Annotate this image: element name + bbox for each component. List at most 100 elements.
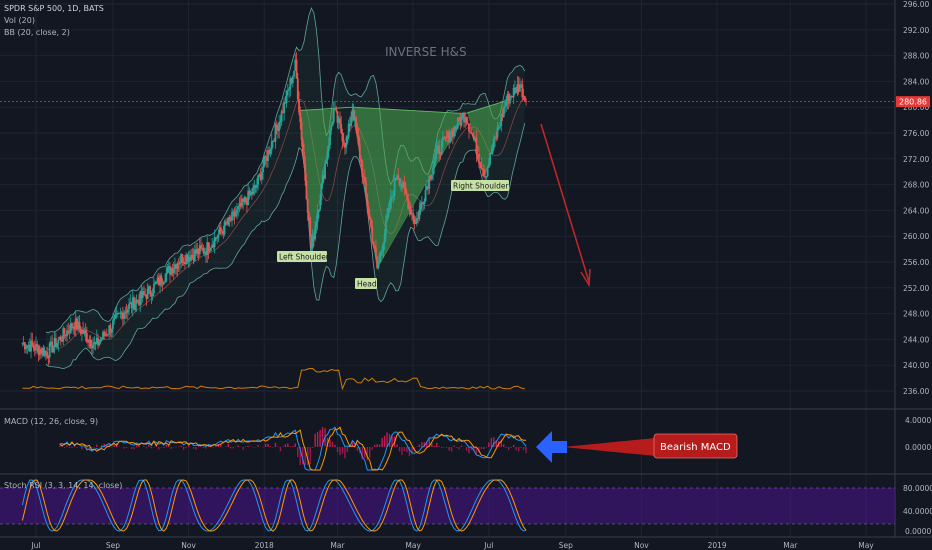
candle-body: [221, 231, 223, 233]
candle-body: [489, 152, 491, 165]
stoch-rsi-lines: [21, 479, 527, 532]
candle-body: [130, 302, 133, 309]
macd-histogram-bar: [525, 447, 527, 454]
candle-body: [346, 136, 349, 143]
candle-body: [249, 192, 252, 196]
candle-body: [208, 250, 211, 253]
candle-body: [269, 149, 272, 154]
macd-panel: [58, 426, 527, 471]
candle-body: [363, 176, 366, 182]
candle-body: [275, 124, 278, 128]
stoch-tick-0: 0.0000: [905, 527, 931, 536]
candle-body: [77, 321, 80, 330]
candle-body: [473, 136, 475, 141]
macd-histogram-bar: [450, 447, 453, 452]
candle-body: [397, 175, 400, 179]
candle-body: [305, 180, 308, 200]
candle-body: [85, 333, 88, 342]
candle-body: [41, 347, 44, 354]
candle-body: [464, 117, 467, 123]
candle-body: [439, 153, 442, 155]
candle-body: [169, 265, 171, 275]
volume-indicator-label[interactable]: Vol (20): [4, 16, 35, 25]
candle-body: [211, 244, 214, 248]
macd-histogram-bar: [512, 444, 515, 447]
candle-body: [465, 117, 468, 123]
macd-indicator-label[interactable]: MACD (12, 26, close, 9): [4, 417, 98, 426]
candle-body: [422, 202, 424, 205]
macd-histogram-bar: [445, 447, 448, 448]
candle-body: [143, 291, 145, 295]
time-axis[interactable]: Jul Sep Nov 2018 Mar May Jul Sep Nov 2019 Mar May: [30, 541, 874, 550]
candle-body: [495, 137, 498, 139]
candle-body: [37, 346, 40, 355]
candle-body: [170, 268, 173, 275]
candle-body: [260, 172, 263, 181]
macd-histogram-bar: [517, 447, 520, 452]
time-tick-label: 2018: [255, 541, 274, 550]
time-tick-label: Nov: [181, 541, 196, 550]
bollinger-indicator-label[interactable]: BB (20, close, 2): [4, 28, 70, 37]
candle-body: [149, 286, 152, 295]
candle-body: [207, 242, 210, 253]
candle-body: [121, 312, 124, 319]
candle-body: [201, 247, 204, 249]
macd-histogram-bar: [143, 446, 145, 447]
candle-body: [361, 162, 364, 177]
macd-histogram-bar: [133, 447, 135, 450]
macd-histogram-bar: [366, 447, 368, 461]
macd-histogram-bar: [371, 447, 373, 450]
candle-body: [174, 264, 176, 269]
candle-body: [196, 248, 199, 254]
candle-body: [474, 137, 477, 141]
macd-histogram-bar: [93, 447, 96, 448]
macd-histogram-bar: [294, 443, 296, 447]
candle-body: [492, 138, 495, 149]
candle-body: [212, 244, 215, 248]
candle-body: [145, 295, 148, 300]
candle-body: [78, 321, 81, 330]
volume-line: [22, 367, 525, 391]
macd-histogram-bar: [272, 447, 274, 448]
candle-body: [61, 340, 63, 342]
neckline: [300, 100, 507, 115]
price-tick-label: 260.00: [903, 232, 929, 241]
candle-body: [320, 184, 323, 201]
candle-body: [505, 101, 508, 107]
candle-body: [270, 141, 273, 150]
price-axis[interactable]: 236.00 240.00 244.00 248.00 252.00 256.00 260.…: [903, 0, 929, 396]
stoch-indicator-label[interactable]: Stoch RSI (3, 3, 14, 14, close): [4, 481, 122, 490]
candle-body: [412, 213, 415, 220]
macd-histogram-bar: [150, 447, 153, 449]
macd-histogram-bar: [440, 447, 443, 449]
head-label: Head: [357, 280, 377, 289]
stoch-tick-40: 40.0000: [903, 507, 932, 516]
macd-histogram-bar: [73, 446, 76, 447]
candle-body: [90, 346, 93, 349]
candle-body: [507, 94, 510, 104]
macd-histogram-bar: [299, 447, 301, 465]
symbol-title[interactable]: SPDR S&P 500, 1D, BATS: [4, 4, 104, 13]
candle-body: [152, 284, 155, 294]
time-tick-label: Mar: [330, 541, 345, 550]
macd-histogram-bar: [220, 444, 222, 447]
macd-histogram-bar: [480, 447, 483, 449]
candle-body: [500, 114, 503, 127]
candle-body: [219, 227, 222, 232]
candle-body: [445, 137, 448, 139]
candle-body: [357, 135, 360, 145]
candle-body: [166, 267, 169, 274]
candle-body: [257, 175, 259, 186]
candle-body: [386, 216, 389, 221]
macd-histogram-bar: [101, 444, 103, 447]
candle-body: [120, 312, 123, 314]
candle-body: [476, 153, 479, 155]
macd-histogram-bar: [165, 444, 167, 447]
candle-body: [264, 156, 267, 158]
candle-body: [484, 176, 487, 178]
candle-body: [236, 209, 238, 214]
macd-histogram-bar: [331, 441, 334, 447]
candle-body: [97, 337, 99, 346]
macd-histogram-bar: [485, 447, 488, 448]
